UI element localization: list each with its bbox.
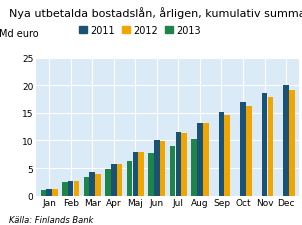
Bar — [105, 169, 111, 196]
Bar — [203, 124, 208, 196]
Legend: 2011, 2012, 2013: 2011, 2012, 2013 — [75, 22, 205, 40]
Text: Källa: Finlands Bank: Källa: Finlands Bank — [9, 215, 93, 224]
Bar — [52, 189, 58, 196]
Bar — [138, 152, 144, 196]
Bar — [40, 190, 46, 196]
Bar — [289, 91, 295, 196]
Bar — [127, 161, 132, 196]
Bar — [268, 97, 273, 196]
Bar — [154, 141, 160, 196]
Bar — [240, 102, 246, 196]
Bar — [262, 94, 267, 196]
Bar — [68, 182, 73, 196]
Bar — [74, 182, 79, 196]
Bar — [170, 146, 175, 196]
Bar — [182, 134, 187, 196]
Bar — [47, 189, 52, 196]
Bar — [160, 141, 165, 196]
Bar — [111, 164, 117, 196]
Bar — [133, 152, 138, 196]
Bar — [148, 153, 154, 196]
Bar — [62, 182, 68, 196]
Text: Nya utbetalda bostadslån, årligen, kumulativ summa: Nya utbetalda bostadslån, årligen, kumul… — [9, 7, 302, 19]
Bar — [175, 133, 181, 196]
Bar — [197, 123, 203, 196]
Bar — [84, 177, 89, 196]
Bar — [95, 174, 101, 196]
Bar — [283, 86, 289, 196]
Bar — [224, 115, 230, 196]
Text: Md euro: Md euro — [0, 29, 39, 39]
Bar — [191, 140, 197, 196]
Bar — [89, 173, 95, 196]
Bar — [219, 113, 224, 196]
Bar — [117, 164, 122, 196]
Bar — [246, 106, 252, 196]
